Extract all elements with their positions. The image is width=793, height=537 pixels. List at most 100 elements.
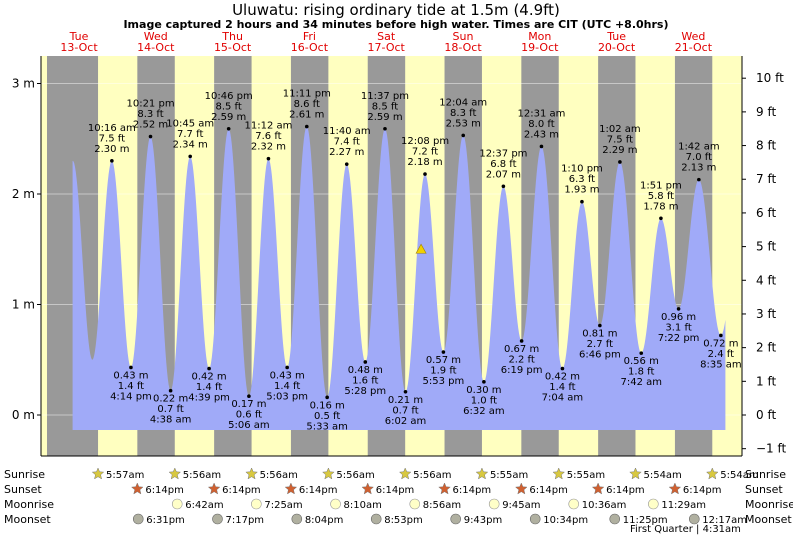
moonset-icon bbox=[212, 513, 223, 525]
moonset-row-label-left: Moonset bbox=[4, 513, 51, 526]
moonrise-time: 8:10am bbox=[344, 500, 382, 511]
sunrise-icon bbox=[398, 467, 412, 480]
high-label-m: 2.18 m bbox=[407, 157, 442, 168]
moonrise-icon bbox=[648, 498, 659, 510]
low-tide-point bbox=[325, 395, 329, 400]
low-label-m: 0.72 m bbox=[703, 338, 738, 349]
high-label-m: 1.78 m bbox=[643, 201, 678, 212]
low-label-m: 0.67 m bbox=[504, 344, 539, 355]
low-label-m: 0.42 m bbox=[191, 372, 226, 383]
low-label-m: 0.48 m bbox=[348, 365, 383, 376]
moonrise-time: 10:36am bbox=[582, 500, 627, 511]
sunrise-row-label-left: Sunrise bbox=[4, 468, 45, 481]
sunrise-time: 5:56am bbox=[183, 470, 221, 481]
high-label-ft: 8.3 ft bbox=[450, 108, 476, 119]
left-tick-label: 0 m bbox=[12, 408, 35, 422]
high-tide-point bbox=[423, 172, 427, 176]
low-label-time: 5:06 am bbox=[228, 420, 270, 431]
day-name: Tue bbox=[606, 30, 626, 43]
moonset-time: 7:17pm bbox=[225, 515, 264, 526]
high-label-ft: 7.5 ft bbox=[607, 134, 633, 145]
sunrise-time: 5:56am bbox=[413, 470, 451, 481]
moonrise-time: 7:25am bbox=[264, 500, 302, 511]
sunrise-icon bbox=[475, 467, 489, 480]
sunrise-icon bbox=[322, 467, 335, 480]
sunrise-icon bbox=[91, 467, 105, 480]
high-label-ft: 8.5 ft bbox=[372, 101, 398, 112]
low-label-ft: 0.5 ft bbox=[314, 411, 340, 422]
low-label-ft: 2.7 ft bbox=[587, 339, 613, 350]
right-tick-label: 2 ft bbox=[756, 341, 776, 355]
high-label-ft: 8.6 ft bbox=[294, 99, 320, 110]
high-label-ft: 7.6 ft bbox=[255, 131, 281, 142]
moonrise-time: 8:56am bbox=[423, 500, 461, 511]
right-tick-label: 7 ft bbox=[756, 172, 776, 186]
high-label-m: 2.52 m bbox=[133, 120, 168, 131]
moonset-icon bbox=[529, 513, 541, 525]
high-label-time: 12:04 am bbox=[439, 97, 487, 108]
high-tide-point bbox=[110, 159, 114, 163]
sunrise-row-label-right: Sunrise bbox=[745, 468, 786, 481]
high-label-time: 11:11 pm bbox=[283, 89, 331, 100]
sunrise-time: 5:55am bbox=[490, 470, 528, 481]
high-label-m: 1.93 m bbox=[564, 185, 599, 196]
moonset-icon bbox=[291, 513, 303, 525]
moonrise-icon bbox=[409, 498, 421, 510]
low-label-time: 6:02 am bbox=[385, 416, 427, 427]
left-tick-label: 1 m bbox=[12, 298, 35, 312]
high-tide-point bbox=[697, 177, 701, 182]
low-label-m: 0.43 m bbox=[270, 370, 305, 381]
sunset-icon bbox=[514, 482, 528, 495]
moonset-icon bbox=[370, 513, 382, 525]
day-date: 17-Oct bbox=[368, 41, 406, 54]
moonrise-icon bbox=[171, 498, 183, 510]
astro-rows: Sunrise Sunrise 5:57am 5:56am 5:56am 5:56am 5:… bbox=[4, 467, 793, 526]
low-tide-point bbox=[207, 366, 211, 371]
high-label-ft: 8.5 ft bbox=[215, 101, 241, 112]
moonrise-icon bbox=[251, 498, 262, 510]
low-label-m: 0.21 m bbox=[388, 395, 423, 406]
low-label-ft: 0.7 ft bbox=[392, 405, 418, 416]
low-tide-point bbox=[519, 339, 524, 343]
low-label-time: 7:42 am bbox=[620, 377, 662, 388]
high-label-time: 11:12 am bbox=[245, 121, 293, 132]
low-label-m: 0.22 m bbox=[153, 394, 188, 405]
moonset-icon bbox=[688, 513, 700, 525]
day-name: Wed bbox=[681, 30, 705, 43]
sunset-time: 6:14pm bbox=[683, 485, 722, 496]
right-tick-label: 3 ft bbox=[756, 307, 776, 321]
high-label-time: 1:02 am bbox=[599, 124, 641, 135]
sunset-time: 6:14pm bbox=[376, 485, 415, 496]
sunrise-time: 5:55am bbox=[567, 470, 605, 481]
extreme-labels: 10:16 am7.5 ft2.30 m0.43 m1.4 ft4:14 pm1… bbox=[88, 89, 742, 433]
low-label-time: 4:14 pm bbox=[110, 391, 152, 402]
low-tide-point bbox=[129, 365, 133, 370]
left-tick-label: 3 m bbox=[12, 77, 35, 91]
tide-curve-area bbox=[72, 126, 726, 430]
right-tick-label: 6 ft bbox=[756, 206, 776, 220]
low-label-m: 0.30 m bbox=[466, 385, 501, 396]
sunrise-icon bbox=[629, 467, 642, 480]
sunrise-time: 5:54am bbox=[720, 470, 758, 481]
high-label-ft: 7.0 ft bbox=[686, 152, 712, 163]
sunset-icon bbox=[207, 482, 221, 495]
moonrise-row-label-right: Moonrise bbox=[745, 498, 793, 511]
right-tick-label: 8 ft bbox=[756, 139, 776, 153]
high-label-time: 10:45 am bbox=[166, 118, 214, 129]
moon-phase-note: First Quarter | 4:31am bbox=[630, 524, 741, 535]
sunset-icon bbox=[668, 482, 682, 495]
day-name: Mon bbox=[528, 30, 551, 43]
high-label-ft: 5.8 ft bbox=[648, 191, 674, 202]
low-label-ft: 2.2 ft bbox=[508, 354, 534, 365]
sunrise-time: 5:56am bbox=[260, 470, 298, 481]
high-label-time: 1:42 am bbox=[678, 142, 720, 153]
low-label-time: 5:03 pm bbox=[266, 391, 308, 402]
low-label-time: 6:19 pm bbox=[501, 365, 543, 376]
low-tide-point bbox=[719, 333, 723, 338]
low-label-m: 0.17 m bbox=[231, 399, 266, 410]
high-tide-point bbox=[148, 134, 153, 139]
sunset-time: 6:14pm bbox=[299, 485, 338, 496]
day-headers: Tue13-OctWed14-OctThu15-OctFri16-OctSat1… bbox=[60, 30, 712, 54]
high-label-ft: 7.7 ft bbox=[177, 129, 203, 140]
high-label-m: 2.43 m bbox=[524, 129, 559, 140]
